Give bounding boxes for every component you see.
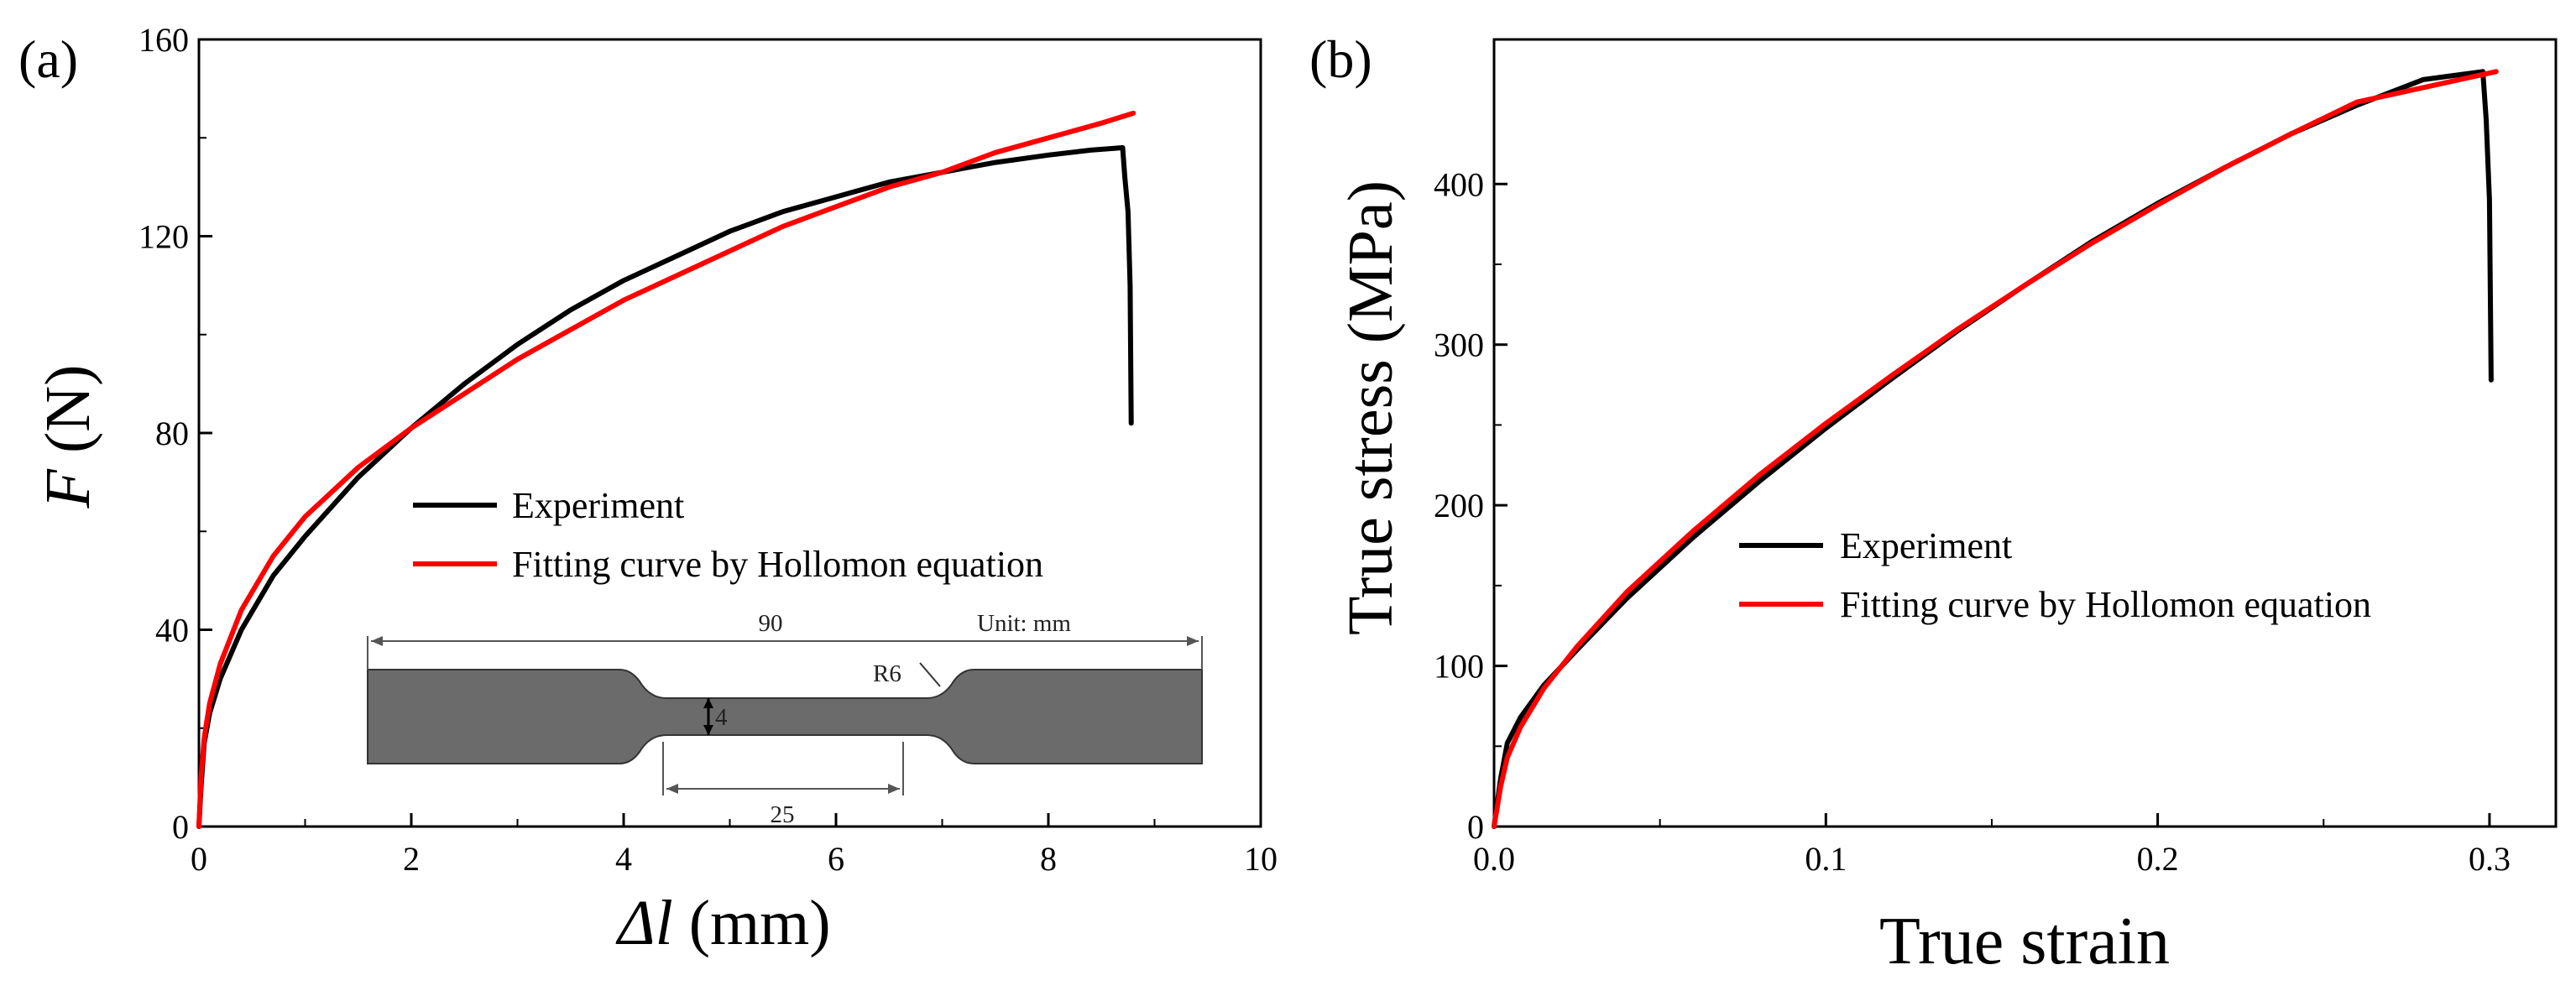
y-tick-label: 200 (1434, 487, 1484, 524)
panel-b-x-axis-title: True strain (1879, 905, 2170, 978)
x-tick-label: 0.1 (1805, 840, 1847, 878)
panel-a-y-axis-title: F (N) (33, 365, 103, 509)
x-tick-label: 6 (828, 840, 844, 878)
x-tick-label: 0.3 (2469, 840, 2511, 878)
panel-a-legend-experiment-label: Experiment (512, 485, 684, 526)
panel-b-plot-frame (1492, 38, 2558, 828)
x-tick-label: 2 (403, 840, 420, 878)
y-tick-label: 160 (138, 21, 189, 59)
x-tick-label: 8 (1040, 840, 1057, 878)
panel-b-legend: Experiment Fitting curve by Hollomon equ… (1739, 525, 2371, 625)
panel-a-experiment-line (196, 145, 1134, 829)
width-arrow-top (703, 698, 713, 708)
panel-b-legend-fit-label: Fitting curve by Hollomon equation (1840, 584, 2371, 625)
y-tick-label: 80 (155, 415, 189, 452)
gauge-length-label: 25 (771, 801, 795, 828)
x-tick-label: 0 (191, 840, 207, 878)
y-tick-label: 0 (172, 808, 189, 846)
x-tick-label: 10 (1244, 840, 1278, 878)
width-label: 4 (715, 704, 728, 731)
panel-b: (b) 0.0 0.1 0.2 0.3 0 100 200 300 400 True strai… (1309, 29, 2558, 978)
x-tick-label: 0.0 (1473, 840, 1515, 878)
y-tick-label: 120 (138, 218, 189, 256)
panel-a-label: (a) (18, 29, 78, 89)
y-tick-label: 0 (1467, 808, 1484, 846)
overall-length-label: 90 (759, 610, 783, 637)
x-tick-label: 4 (615, 840, 632, 878)
panel-a-series (196, 110, 1136, 829)
panel-a-legend-fit-label: Fitting curve by Hollomon equation (512, 544, 1043, 585)
panel-b-y-axis-title: True stress (MPa) (1335, 180, 1406, 635)
panel-b-fit-line (1492, 69, 2499, 829)
panel-b-experiment-line (1492, 69, 2494, 829)
y-tick-label: 40 (155, 612, 189, 649)
unit-label: Unit: mm (977, 610, 1071, 637)
panel-b-label: (b) (1309, 29, 1372, 89)
panel-a-legend: Experiment Fitting curve by Hollomon equ… (413, 485, 1043, 585)
panel-b-ticks: 0.0 0.1 0.2 0.3 0 100 200 300 400 (1434, 165, 2511, 878)
x-tick-label: 0.2 (2137, 840, 2179, 878)
panel-a-fit-line (196, 110, 1136, 829)
width-arrow-bottom (703, 725, 713, 735)
overall-length-arrow-right (1187, 636, 1199, 646)
panel-a-ticks: 0 2 4 6 8 10 0 40 80 120 160 (138, 21, 1278, 878)
gauge-arrow-left (666, 784, 678, 794)
panel-b-series (1492, 69, 2499, 829)
y-tick-label: 400 (1434, 165, 1484, 203)
y-tick-label: 300 (1434, 326, 1484, 364)
gauge-arrow-right (888, 784, 900, 794)
panel-a: (a) 0 2 4 6 8 10 0 40 80 120 160 Δl (mm) F (N) Exp… (18, 21, 1278, 958)
y-tick-label: 100 (1434, 648, 1484, 686)
specimen-inset: 90 Unit: mm R6 4 25 (367, 610, 1203, 828)
radius-leader (919, 662, 941, 687)
radius-label: R6 (873, 660, 901, 687)
specimen-shape (367, 669, 1203, 764)
panel-b-legend-experiment-label: Experiment (1840, 525, 2012, 566)
panel-a-x-axis-title: Δl (mm) (615, 888, 831, 958)
overall-length-arrow-left (371, 636, 383, 646)
